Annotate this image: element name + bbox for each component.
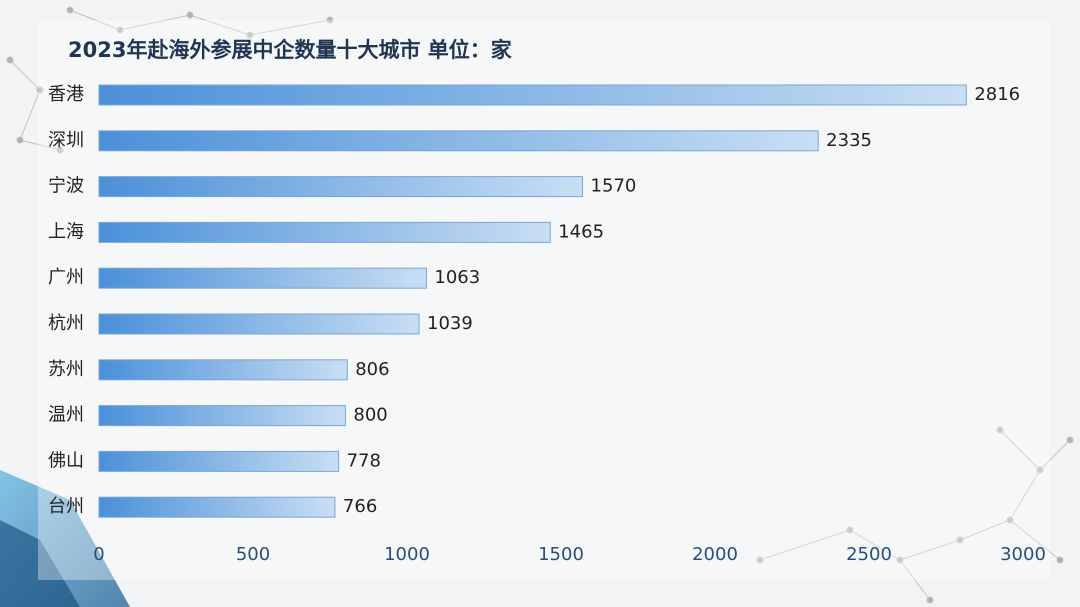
bar (98, 405, 346, 427)
value-label: 778 (347, 450, 381, 471)
value-label: 800 (353, 405, 387, 426)
bar (98, 221, 551, 243)
x-tick-label: 1500 (538, 544, 584, 565)
bar (98, 84, 967, 106)
category-label: 佛山 (48, 450, 84, 471)
x-tick-label: 0 (93, 544, 104, 565)
bar (98, 450, 340, 472)
value-label: 2816 (974, 84, 1020, 105)
x-axis-ticks: 0 500 1000 1500 2000 2500 3000 (93, 544, 1046, 565)
bars-group: 香港 2816 深圳 2335 宁波 1570 上海 1465 广州 1063 杭州 1039 苏州 80… (48, 84, 1020, 518)
value-label: 806 (355, 359, 389, 380)
bar (98, 176, 584, 198)
x-tick-label: 2000 (692, 544, 738, 565)
category-label: 杭州 (48, 313, 84, 334)
category-label: 苏州 (48, 359, 84, 380)
bar (98, 496, 336, 518)
value-label: 1039 (427, 313, 473, 334)
bar (98, 359, 348, 381)
bar (98, 267, 427, 289)
category-label: 宁波 (48, 176, 84, 197)
category-label: 深圳 (48, 130, 84, 151)
category-label: 广州 (48, 267, 84, 288)
x-tick-label: 500 (236, 544, 270, 565)
value-label: 1570 (591, 176, 637, 197)
x-tick-label: 1000 (384, 544, 430, 565)
value-label: 1063 (434, 267, 480, 288)
value-label: 2335 (826, 130, 872, 151)
chart-title: 2023年赴海外参展中企数量十大城市 单位：家 (68, 38, 512, 62)
x-tick-label: 2500 (846, 544, 892, 565)
bar (98, 130, 819, 152)
category-label: 台州 (48, 496, 84, 517)
value-label: 1465 (558, 221, 604, 242)
chart-panel (38, 20, 1050, 580)
x-tick-label: 3000 (1000, 544, 1046, 565)
category-label: 上海 (48, 221, 84, 242)
value-label: 766 (343, 496, 377, 517)
category-label: 温州 (48, 405, 84, 426)
category-label: 香港 (48, 84, 84, 105)
bar (98, 313, 420, 335)
